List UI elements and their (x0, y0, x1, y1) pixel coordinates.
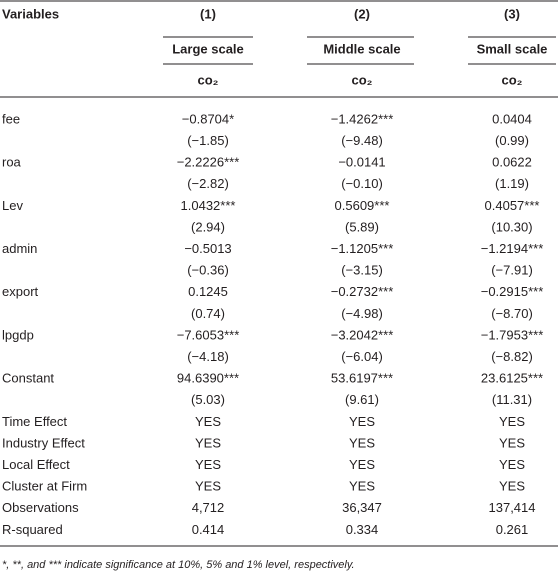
cell: (−6.04) (341, 349, 383, 364)
cell: 1.0432*** (181, 198, 236, 213)
cell: −1.4262*** (331, 111, 394, 126)
cell: −1.7953*** (481, 327, 544, 342)
cell: 137,414 (489, 500, 536, 515)
cell: YES (349, 435, 375, 450)
cell: (−0.36) (187, 263, 229, 278)
cell: 0.5609*** (335, 198, 390, 213)
cell: (−9.48) (341, 133, 383, 148)
cell: −0.0141 (338, 155, 385, 170)
variables-header: Variables (2, 6, 59, 21)
column-name: Large scale (172, 41, 244, 56)
cell: YES (349, 457, 375, 472)
cell: −0.5013 (184, 241, 231, 256)
cell: YES (349, 479, 375, 494)
row-label: Time Effect (2, 414, 67, 429)
cell: YES (349, 414, 375, 429)
cell: 0.0622 (492, 155, 532, 170)
cell: (−2.82) (187, 176, 229, 191)
cell: YES (499, 414, 525, 429)
row-label: export (2, 284, 39, 299)
cell: (11.31) (492, 392, 532, 407)
cell: YES (195, 479, 221, 494)
cell: (0.74) (191, 306, 225, 321)
cell: (2.94) (191, 219, 225, 234)
cell: (−7.91) (491, 263, 533, 278)
cell: (−8.70) (491, 306, 533, 321)
row-label: admin (2, 241, 37, 256)
column-name: Middle scale (323, 41, 400, 56)
cell: (5.03) (191, 392, 225, 407)
cell: −3.2042*** (331, 327, 394, 342)
cell: (5.89) (345, 219, 379, 234)
cell: (0.99) (495, 133, 529, 148)
cell: (1.19) (495, 176, 529, 191)
cell: 0.0404 (492, 111, 532, 126)
cell: 0.1245 (188, 284, 228, 299)
cell: YES (195, 414, 221, 429)
cell: YES (499, 479, 525, 494)
row-label: Industry Effect (2, 435, 85, 450)
cell: YES (499, 435, 525, 450)
dependent-variable: co₂ (198, 72, 219, 87)
cell: 53.6197*** (331, 371, 393, 386)
cell: 23.6125*** (481, 371, 543, 386)
cell: −1.1205*** (331, 241, 394, 256)
cell: YES (499, 457, 525, 472)
row-label: fee (2, 111, 20, 126)
cell: YES (195, 435, 221, 450)
cell: −0.2732*** (331, 284, 394, 299)
column-name: Small scale (477, 41, 548, 56)
column-number: (1) (200, 6, 216, 21)
cell: 36,347 (342, 500, 382, 515)
cell: 94.6390*** (177, 371, 239, 386)
cell: (−4.98) (341, 306, 383, 321)
cell: 4,712 (192, 500, 225, 515)
cell: 0.261 (496, 522, 529, 537)
row-label: Cluster at Firm (2, 479, 87, 494)
cell: −2.2226*** (177, 155, 240, 170)
cell: (−4.18) (187, 349, 229, 364)
footnote: *, **, and *** indicate significance at … (2, 559, 355, 571)
cell: (−8.82) (491, 349, 533, 364)
row-label: Local Effect (2, 457, 70, 472)
column-number: (3) (504, 6, 520, 21)
cell: (−3.15) (341, 263, 383, 278)
cell: −1.2194*** (481, 241, 544, 256)
cell: −7.6053*** (177, 327, 240, 342)
cell: (10.30) (491, 219, 532, 234)
dependent-variable: co₂ (502, 72, 523, 87)
cell: (−1.85) (187, 133, 229, 148)
row-label: lpgdp (2, 327, 34, 342)
cell: −0.2915*** (481, 284, 544, 299)
cell: 0.334 (346, 522, 379, 537)
row-label: Constant (2, 371, 54, 386)
row-label: Lev (2, 198, 23, 213)
cell: (−0.10) (341, 176, 383, 191)
cell: YES (195, 457, 221, 472)
cell: −0.8704* (182, 111, 234, 126)
row-label: R-squared (2, 522, 63, 537)
cell: 0.414 (192, 522, 225, 537)
column-number: (2) (354, 6, 370, 21)
row-label: roa (2, 155, 22, 170)
cell: 0.4057*** (485, 198, 540, 213)
row-label: Observations (2, 500, 79, 515)
cell: (9.61) (345, 392, 379, 407)
dependent-variable: co₂ (352, 72, 373, 87)
